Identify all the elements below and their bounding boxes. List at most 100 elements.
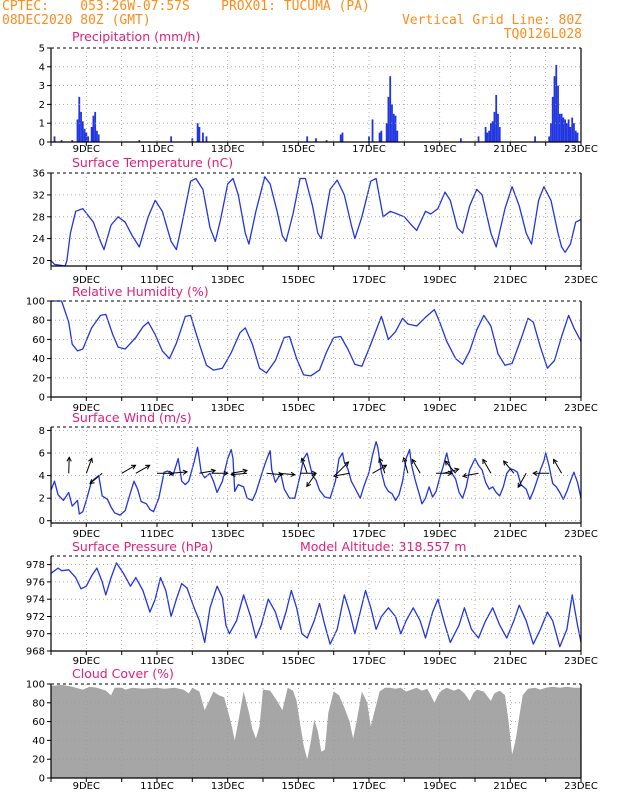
header-model-code: TQ0126L028: [503, 27, 582, 42]
wind-arrow-shaft: [231, 472, 248, 476]
precip-bar: [565, 123, 568, 142]
grid-lines: [51, 173, 581, 266]
precip-bar: [396, 130, 399, 142]
x-tick-label: 19DEC: [423, 529, 457, 540]
wind-arrow-shaft: [199, 470, 216, 474]
wind-arrow-head: [532, 470, 538, 476]
x-tick-label: 19DEC: [423, 781, 457, 792]
wind-arrow-shaft: [171, 471, 188, 474]
x-tick-label: 17DEC: [352, 781, 386, 792]
wind-arrow-shaft: [462, 472, 479, 477]
precip-bar: [205, 136, 208, 142]
wind-arrow-head: [381, 464, 388, 470]
y-tick-label: 60: [32, 335, 45, 346]
y-tick-label: 2: [39, 100, 45, 111]
wind-arrow-head: [223, 470, 229, 476]
precip-bar: [306, 136, 309, 142]
wind-arrow-head: [461, 472, 468, 479]
y-tick-label: 20: [32, 256, 45, 267]
wind-arrow-shaft: [278, 472, 295, 476]
precip-bar: [198, 126, 201, 142]
wind-arrow-head: [230, 471, 236, 477]
wind-arrow-shaft: [443, 468, 459, 474]
y-tick-label: 80: [32, 316, 45, 327]
x-tick-label: 13DEC: [211, 781, 245, 792]
x-tick-label: 9DEC: [73, 656, 100, 667]
x-tick-label: 11DEC: [140, 656, 174, 667]
y-tick-label: 36: [32, 169, 45, 180]
precip-bar: [574, 130, 577, 142]
x-tick-label: 13DEC: [211, 656, 245, 667]
y-tick-label: 0: [39, 516, 45, 527]
cloud-cover-area: [51, 684, 581, 778]
precip-bar: [341, 132, 344, 142]
precip-bar: [387, 96, 390, 142]
wind-arrow-head: [454, 467, 460, 473]
precip-bars: [53, 64, 579, 142]
x-tick-label: 13DEC: [211, 144, 245, 155]
x-tick-label: 13DEC: [211, 529, 245, 540]
wind-arrow-shaft: [444, 460, 456, 474]
wind-vectors: [66, 456, 563, 489]
precip-bar: [488, 130, 491, 142]
y-tick-label: 60: [32, 717, 45, 728]
wind-arrow-head: [517, 482, 523, 489]
precip-bar: [339, 134, 342, 142]
header-station-line: CPTEC: 053:26W-07:57S PROX01: TUCUMA (PA…: [2, 0, 370, 14]
x-tick-label: 9DEC: [73, 529, 100, 540]
wind-arrow-head: [444, 460, 450, 466]
y-tick-label: 28: [32, 212, 45, 223]
y-tick-label: 32: [32, 190, 45, 201]
grid-lines: [51, 684, 581, 778]
x-tick-label: 15DEC: [281, 144, 315, 155]
wind-arrow-head: [210, 468, 217, 474]
precip-bar: [477, 136, 480, 142]
precip-bar: [60, 140, 63, 142]
x-tick-label: 23DEC: [564, 529, 598, 540]
precip-bar: [80, 111, 82, 142]
x-tick-label: 21DEC: [493, 275, 527, 286]
x-tick-label: 23DEC: [564, 403, 598, 414]
wind-arrow-head: [332, 472, 339, 479]
x-tick-label: 11DEC: [140, 781, 174, 792]
y-tick-label: 40: [32, 354, 45, 365]
precip-bar: [491, 121, 494, 142]
panel-1: 20 24 28 32 36 9DEC 11DEC 13DEC 15DEC 17DEC 19DEC 2…: [32, 155, 598, 286]
wind-arrow-head: [66, 456, 72, 462]
y-tick-label: 80: [32, 698, 45, 709]
y-tick-label: 4: [39, 471, 45, 482]
panel-title: Surface Temperature (nC): [72, 155, 233, 170]
y-tick-label: 0: [39, 774, 45, 785]
wind-arrow-shaft: [301, 458, 308, 474]
wind-arrow-shaft: [553, 459, 563, 474]
grid-lines: [51, 556, 581, 651]
wind-arrow-head: [311, 470, 318, 476]
panel-4: 968 970 972 974 976 978 9DEC 11DEC 13DEC 15DEC 17D…: [26, 539, 598, 667]
precip-bar: [484, 126, 487, 142]
x-tick-label: 21DEC: [493, 144, 527, 155]
x-tick-label: 19DEC: [423, 275, 457, 286]
precip-bar: [558, 113, 561, 142]
wind-arrow-head: [502, 460, 508, 466]
y-tick-label: 0: [39, 138, 45, 149]
y-tick-label: 100: [26, 297, 45, 308]
wind-arrow-head: [242, 468, 249, 474]
x-tick-label: 19DEC: [423, 403, 457, 414]
precip-bar: [371, 119, 374, 142]
precip-bar: [97, 134, 100, 142]
precip-bar: [490, 123, 492, 142]
x-tick-label: 15DEC: [281, 529, 315, 540]
header-vertical-grid-note: Vertical Grid Line: 80Z: [401, 13, 582, 28]
y-tick-label: 6: [39, 449, 45, 460]
wind-arrow-shaft: [403, 457, 409, 474]
precip-bar: [83, 128, 86, 142]
precip-bar: [94, 111, 97, 142]
precip-bar: [493, 111, 496, 142]
precip-bar: [96, 130, 98, 142]
wind-arrow-shaft: [135, 464, 150, 474]
precip-bar: [378, 132, 381, 142]
y-tick-label: 24: [32, 234, 45, 245]
precip-bar: [196, 123, 199, 142]
precip-bar: [394, 115, 397, 142]
y-tick-label: 3: [39, 81, 45, 92]
